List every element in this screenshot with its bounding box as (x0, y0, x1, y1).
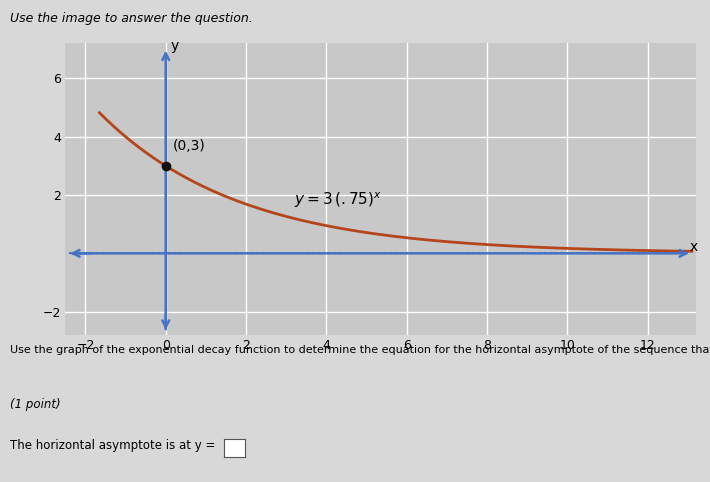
Text: x: x (689, 240, 698, 254)
Text: Use the image to answer the question.: Use the image to answer the question. (10, 12, 253, 25)
Text: (1 point): (1 point) (10, 398, 60, 411)
Text: The horizontal asymptote is at y =: The horizontal asymptote is at y = (10, 439, 215, 452)
Text: (0,3): (0,3) (173, 139, 206, 153)
Text: Use the graph of the exponential decay function to determine the equation for th: Use the graph of the exponential decay f… (10, 345, 710, 355)
Text: $y = 3\,(.75)^x$: $y = 3\,(.75)^x$ (294, 190, 382, 210)
Text: y: y (170, 40, 179, 54)
